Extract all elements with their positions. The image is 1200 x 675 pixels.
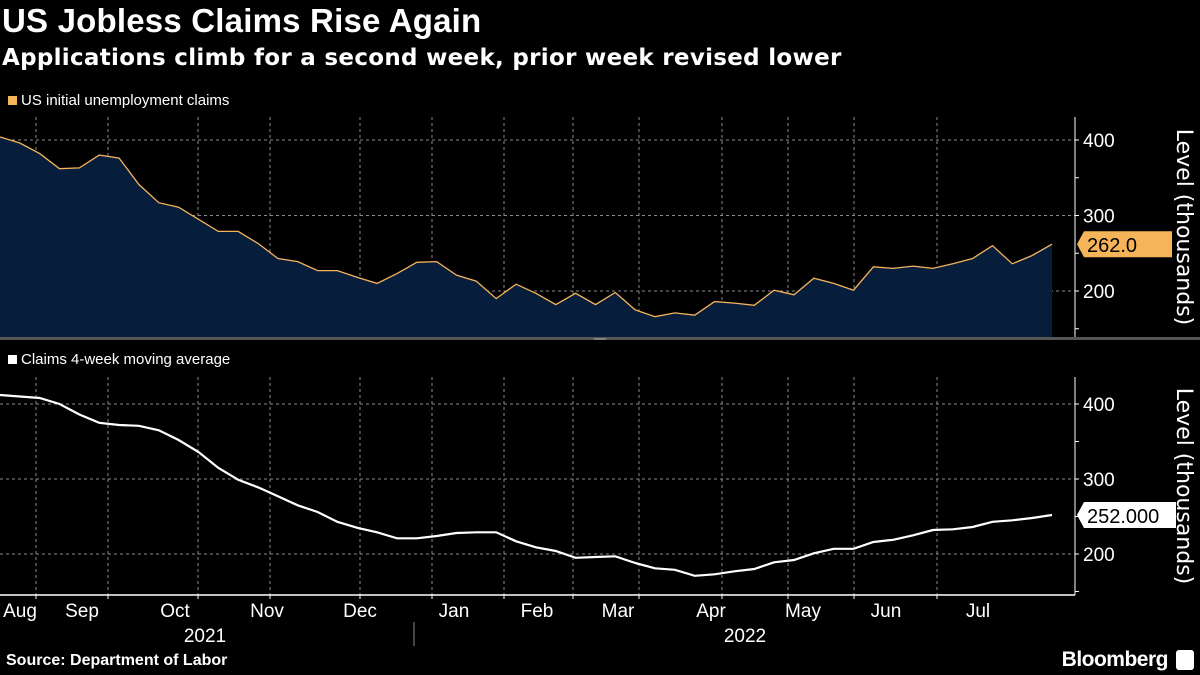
legend-label: US initial unemployment claims [21,92,230,109]
claims-area [0,137,1052,337]
x-tick-label: Sep [65,601,99,622]
x-tick-label: Dec [343,601,377,622]
x-tick-label: Jun [871,601,902,622]
bloomberg-logo: Bloomberg [1061,648,1169,671]
chart-subtitle: Applications climb for a second week, pr… [2,45,842,71]
y-tick-label: 400 [1083,131,1115,152]
y-tick-label: 400 [1083,395,1115,416]
last-value-flag [1077,502,1176,528]
x-tick-label: Jul [966,601,990,622]
last-value-label: 262.0 [1087,235,1137,257]
x-tick-label: Mar [602,601,635,622]
claims-line [0,136,1053,318]
chart-title: US Jobless Claims Rise Again [2,2,482,39]
y-tick-label: 200 [1083,282,1115,303]
bloomberg-terminal-icon [1176,650,1194,670]
x-tick-label: May [785,601,821,622]
legend-swatch-white-icon [8,355,17,364]
x-tick-label: Jan [439,601,470,622]
average-line [0,393,1053,577]
legend-average: Claims 4-week moving average [8,351,230,368]
y-tick-label: 300 [1083,207,1115,228]
x-tick-label: Aug [3,601,37,622]
source-note: Source: Department of Labor [6,652,228,669]
y-axis-label: Level (thousands) [1171,129,1196,326]
last-value-label: 252.000 [1087,506,1159,528]
legend-swatch-orange-icon [8,96,17,105]
x-tick-label: Apr [696,601,726,622]
last-value-flag [1077,231,1172,258]
x-tick-label: Feb [521,601,554,622]
legend-claims: US initial unemployment claims [8,92,229,109]
x-tick-label: Oct [160,601,190,622]
year-label: 2021 [184,626,226,647]
y-axis-label: Level (thousands) [1171,388,1196,585]
year-label: 2022 [724,626,766,647]
legend-label: Claims 4-week moving average [21,351,231,368]
x-tick-label: Nov [250,601,284,622]
y-tick-label: 200 [1083,545,1115,566]
y-tick-label: 300 [1083,470,1115,491]
